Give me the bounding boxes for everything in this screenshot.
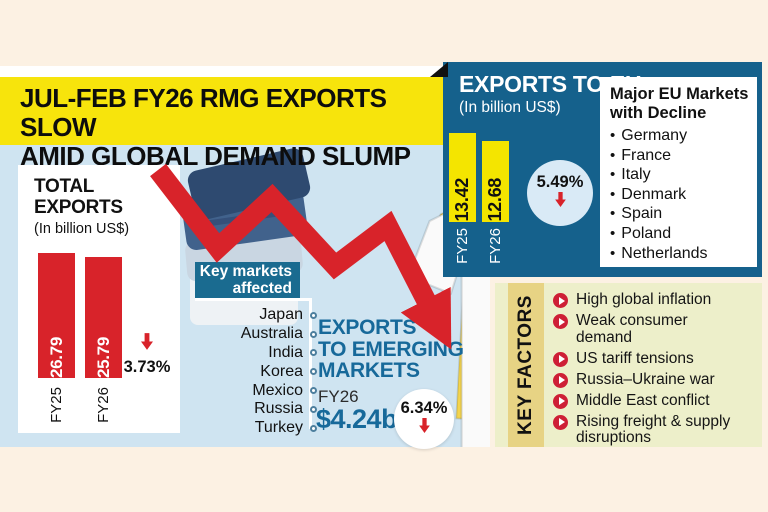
bar-fy26: 25.79: [85, 257, 122, 378]
list-item: • France: [610, 146, 672, 164]
arrow-bullet-icon: [553, 414, 568, 430]
eu-bar-fy25-value: 13.42: [452, 178, 472, 222]
dot-marker: [310, 387, 317, 395]
list-item: Rising freight & supply disruptions: [553, 413, 753, 447]
list-item: Russia–Ukraine war: [553, 371, 753, 389]
bar-fy25: 26.79: [38, 253, 75, 378]
key-markets-header-line2: affected: [232, 279, 292, 297]
down-arrow-icon: [554, 192, 566, 207]
list-item: • Netherlands: [610, 244, 708, 262]
list-item: • Germany: [610, 127, 688, 144]
total-exports-unit: (In billion US$): [34, 221, 130, 237]
arrow-bullet-icon: [553, 314, 568, 330]
key-markets-header: Key markets affected: [195, 262, 300, 298]
total-exports-card: TOTAL EXPORTS (In billion US$) 26.79 25.…: [18, 165, 180, 433]
dot-marker: [310, 368, 317, 376]
emerging-markets-decline-badge: 6.34%: [394, 389, 454, 449]
list-item: Japan: [170, 306, 317, 325]
list-item: High global inflation: [553, 291, 753, 309]
eu-markets-heading: Major EU Markets with Decline: [610, 85, 749, 122]
list-item: • Denmark: [610, 185, 687, 203]
key-factors-panel: KEY FACTORS High global inflation Weak c…: [495, 283, 762, 447]
key-factors-title: KEY FACTORS: [515, 295, 536, 435]
list-item: India: [170, 344, 317, 363]
eu-decline-pct: 5.49%: [536, 173, 584, 191]
arrow-bullet-icon: [553, 393, 568, 409]
total-exports-decline: 3.73%: [116, 333, 178, 377]
emerging-markets-period: FY26: [318, 387, 359, 406]
total-exports-decline-pct: 3.73%: [123, 358, 171, 376]
dot-marker: [310, 405, 317, 413]
eu-bar-fy25-label: FY25: [454, 228, 471, 264]
dot-marker: [310, 424, 317, 432]
eu-bar-fy26-label: FY26: [487, 228, 504, 264]
dot-marker: [310, 311, 317, 319]
key-markets-connector-line: [309, 300, 312, 429]
dot-marker: [310, 330, 317, 338]
eu-bar-fy26: 12.68: [482, 141, 509, 222]
list-item: US tariff tensions: [553, 350, 753, 368]
arrow-bullet-icon: [553, 293, 568, 308]
key-factors-list: High global inflation Weak consumer dema…: [553, 291, 753, 447]
emerging-markets-decline-pct: 6.34%: [400, 399, 448, 417]
bar-fy25-label: FY25: [48, 387, 65, 423]
emerging-markets-heading: EXPORTS TO EMERGING MARKETS: [318, 316, 464, 382]
list-item: • Spain: [610, 205, 663, 223]
bar-fy26-value: 25.79: [93, 336, 113, 378]
exports-eu-unit: (In billion US$): [459, 99, 561, 116]
list-item: Weak consumer demand: [553, 312, 753, 346]
list-item: Australia: [170, 325, 317, 344]
eu-bar-fy26-value: 12.68: [485, 178, 505, 222]
key-markets-header-line1: Key markets: [199, 263, 292, 280]
list-item: • Italy: [610, 166, 651, 184]
down-arrow-icon: [141, 333, 153, 350]
eu-bar-fy25: 13.42: [449, 133, 476, 222]
total-exports-heading: TOTAL EXPORTS: [34, 176, 123, 218]
list-item: • Poland: [610, 224, 672, 242]
exports-eu-panel: EXPORTS TO EU (In billion US$) 13.42 12.…: [443, 62, 762, 277]
eu-markets-card: Major EU Markets with Decline • Germany •…: [600, 77, 757, 267]
key-factors-title-bar: KEY FACTORS: [508, 283, 544, 447]
list-item: Korea: [170, 362, 317, 381]
key-markets-underline: [195, 298, 312, 301]
down-arrow-icon: [418, 418, 430, 433]
bar-fy26-label: FY26: [95, 387, 112, 423]
list-item: Turkey: [170, 419, 317, 438]
eu-decline-badge: 5.49%: [527, 160, 593, 226]
headline-line1: JUL-FEB FY26 RMG EXPORTS SLOW: [20, 83, 387, 142]
list-item: Russia: [170, 400, 317, 419]
dot-marker: [310, 349, 317, 357]
banner-top-strip: [0, 66, 443, 77]
key-markets-list: Japan Australia India Korea Mexico Russi…: [170, 306, 317, 438]
headline-banner: JUL-FEB FY26 RMG EXPORTS SLOW AMID GLOBA…: [0, 77, 443, 171]
list-item: Mexico: [170, 381, 317, 400]
bar-fy25-value: 26.79: [46, 336, 66, 378]
emerging-markets-value: $4.24b: [316, 404, 398, 434]
arrow-bullet-icon: [553, 351, 568, 367]
list-item: Middle East conflict: [553, 392, 753, 410]
arrow-bullet-icon: [553, 372, 568, 388]
